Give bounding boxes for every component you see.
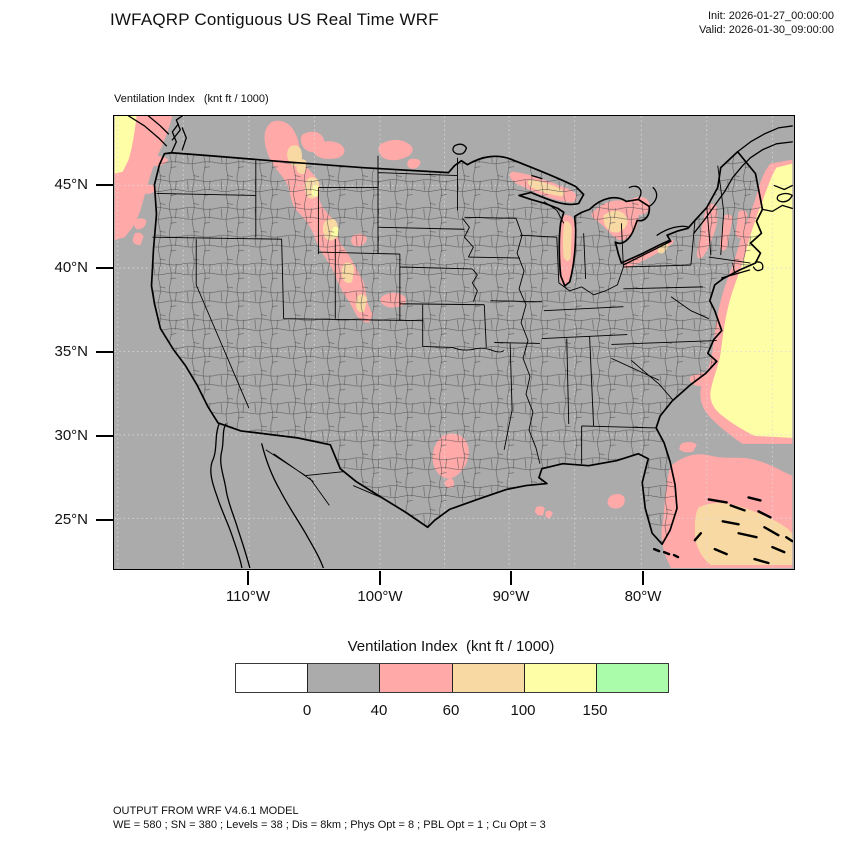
legend-swatch-100-150 bbox=[523, 664, 596, 692]
legend-tick-100: 100 bbox=[510, 702, 536, 719]
legend-swatch-above-150 bbox=[595, 664, 669, 692]
valid-timestamp: Valid: 2026-01-30_09:00:00 bbox=[699, 24, 834, 36]
map-canvas bbox=[113, 115, 795, 570]
lon-label-110: 110°W bbox=[225, 588, 271, 605]
legend-tick-0: 0 bbox=[302, 702, 312, 719]
legend-colorbar bbox=[235, 663, 669, 693]
init-timestamp: Init: 2026-01-27_00:00:00 bbox=[708, 10, 834, 22]
legend-tick-150: 150 bbox=[582, 702, 608, 719]
page-title: IWFAQRP Contiguous US Real Time WRF bbox=[110, 10, 439, 29]
conus-map-svg bbox=[114, 116, 793, 568]
lon-tick-100 bbox=[379, 571, 381, 585]
run-timestamps: Init: 2026-01-27_00:00:00 Valid: 2026-01… bbox=[699, 9, 834, 37]
model-info-line2: WE = 580 ; SN = 380 ; Levels = 38 ; Dis … bbox=[113, 818, 546, 831]
lat-tick-30 bbox=[96, 435, 113, 437]
model-info: OUTPUT FROM WRF V4.6.1 MODEL WE = 580 ; … bbox=[113, 805, 546, 832]
lon-label-80: 80°W bbox=[624, 588, 662, 605]
legend-swatch-40-60 bbox=[379, 664, 452, 692]
map-subtitle: Ventilation Index (knt ft / 1000) bbox=[114, 93, 269, 105]
coastlines bbox=[128, 116, 793, 568]
lat-label-40: 40°N bbox=[54, 259, 88, 276]
lon-label-100: 100°W bbox=[357, 588, 403, 605]
lon-tick-110 bbox=[247, 571, 249, 585]
lat-label-35: 35°N bbox=[54, 343, 88, 360]
lon-tick-80 bbox=[642, 571, 644, 585]
lon-label-90: 90°W bbox=[492, 588, 530, 605]
lat-label-25: 25°N bbox=[54, 511, 88, 528]
model-info-line1: OUTPUT FROM WRF V4.6.1 MODEL bbox=[113, 805, 299, 817]
lon-tick-90 bbox=[510, 571, 512, 585]
legend-swatch-below-0 bbox=[236, 664, 308, 692]
legend-tick-40: 40 bbox=[370, 702, 388, 719]
lat-tick-35 bbox=[96, 351, 113, 353]
legend-swatch-0-40 bbox=[307, 664, 380, 692]
state-borders bbox=[152, 155, 751, 506]
legend-swatch-60-100 bbox=[451, 664, 524, 692]
legend-title: Ventilation Index (knt ft / 1000) bbox=[347, 638, 555, 655]
lat-label-30: 30°N bbox=[54, 427, 88, 444]
lat-label-45: 45°N bbox=[54, 176, 88, 193]
lat-tick-45 bbox=[96, 184, 113, 186]
lat-tick-25 bbox=[96, 519, 113, 521]
lat-tick-40 bbox=[96, 267, 113, 269]
legend-tick-60: 60 bbox=[442, 702, 460, 719]
